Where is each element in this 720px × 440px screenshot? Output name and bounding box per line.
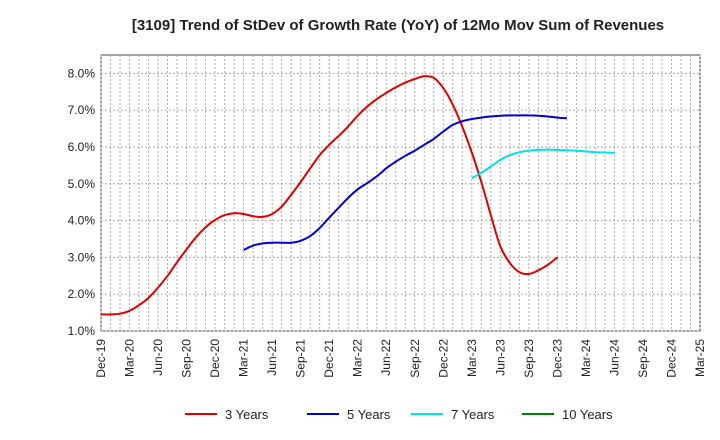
- legend-label: 7 Years: [451, 407, 495, 422]
- x-tick-label: Dec-24: [664, 339, 678, 378]
- x-tick-label: Mar-21: [237, 339, 251, 377]
- x-tick-label: Sep-23: [522, 339, 536, 378]
- x-tick-label: Jun-20: [151, 339, 165, 376]
- series-line-5-years: [243, 114, 567, 251]
- series-line-7-years: [471, 148, 615, 180]
- legend-label: 10 Years: [562, 407, 613, 422]
- grid-lines: [100, 55, 701, 332]
- x-tick-label: Jun-24: [607, 339, 621, 376]
- legend-label: 5 Years: [347, 407, 391, 422]
- x-tick-label: Sep-20: [180, 339, 194, 378]
- series-lines: [100, 75, 615, 316]
- x-tick-label: Jun-21: [265, 339, 279, 376]
- x-tick-label: Mar-20: [123, 339, 137, 377]
- x-tick-label: Dec-20: [208, 339, 222, 378]
- x-tick-label: Jun-22: [379, 339, 393, 376]
- y-tick-label: 2.0%: [68, 287, 96, 301]
- y-tick-label: 7.0%: [68, 103, 96, 117]
- x-tick-label: Dec-21: [322, 339, 336, 378]
- y-tick-label: 8.0%: [68, 66, 96, 80]
- legend-label: 3 Years: [225, 407, 269, 422]
- chart-title: [3109] Trend of StDev of Growth Rate (Yo…: [132, 17, 664, 34]
- x-tick-label: Dec-22: [436, 339, 450, 378]
- y-tick-label: 1.0%: [68, 324, 96, 338]
- x-tick-label: Sep-24: [636, 339, 650, 378]
- x-tick-label: Sep-22: [408, 339, 422, 378]
- y-tick-label: 6.0%: [68, 140, 96, 154]
- legend: 3 Years 5 Years 7 Years 10 Years: [185, 407, 613, 422]
- plot-area: [100, 54, 701, 332]
- series-line-3-years: [100, 75, 559, 316]
- x-tick-label: Sep-21: [294, 339, 308, 378]
- x-tick-label: Mar-24: [579, 339, 593, 377]
- x-tick-label: Mar-23: [465, 339, 479, 377]
- x-axis-ticks: Dec-19 Mar-20 Jun-20 Sep-20 Dec-20 Mar-21 Jun-…: [94, 339, 707, 378]
- x-tick-label: Mar-22: [351, 339, 365, 377]
- x-tick-label: Jun-23: [493, 339, 507, 376]
- y-axis-ticks: 1.0% 2.0% 3.0% 4.0% 5.0% 6.0% 7.0% 8.0%: [68, 66, 96, 338]
- x-tick-label: Mar-25: [693, 339, 707, 377]
- y-tick-label: 5.0%: [68, 177, 96, 191]
- x-tick-label: Dec-19: [94, 339, 108, 378]
- y-tick-label: 4.0%: [68, 214, 96, 228]
- y-tick-label: 3.0%: [68, 250, 96, 264]
- x-tick-label: Dec-23: [550, 339, 564, 378]
